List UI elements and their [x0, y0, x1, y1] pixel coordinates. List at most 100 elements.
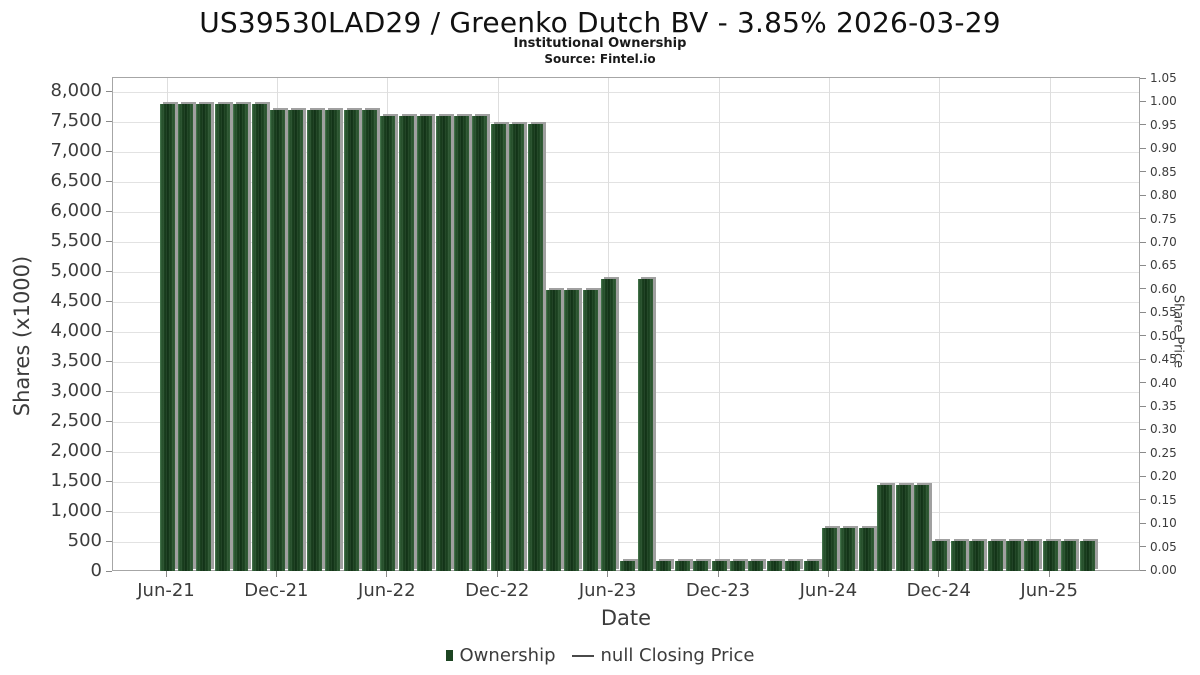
legend-item-closing-price[interactable]: null Closing Price — [571, 645, 754, 666]
x-axis-tick-label: Dec-22 — [465, 580, 530, 601]
ownership-bar[interactable] — [233, 104, 249, 571]
x-axis-tick-label: Dec-24 — [906, 580, 971, 601]
gridline-horizontal — [113, 541, 1139, 543]
ownership-bar[interactable] — [417, 116, 433, 571]
ownership-bar[interactable] — [803, 560, 819, 571]
ownership-bar[interactable] — [693, 560, 709, 571]
ownership-bar[interactable] — [729, 560, 745, 571]
ownership-bar[interactable] — [619, 560, 635, 571]
ownership-bar[interactable] — [877, 485, 893, 571]
ownership-bar[interactable] — [325, 110, 341, 571]
ownership-bar[interactable] — [969, 540, 985, 571]
ownership-bar[interactable] — [840, 528, 856, 571]
gridline-horizontal — [113, 181, 1139, 183]
chart-source-note: Source: Fintel.io — [544, 52, 656, 66]
ownership-bar[interactable] — [527, 124, 543, 571]
ownership-bar[interactable] — [177, 104, 193, 571]
ownership-bar[interactable] — [582, 290, 598, 571]
legend-ownership-label: Ownership — [459, 645, 556, 666]
ownership-bar[interactable] — [1079, 540, 1095, 571]
ownership-bar[interactable] — [251, 104, 267, 571]
left-axis-tick-label: 500 — [67, 530, 102, 551]
ownership-bar[interactable] — [564, 290, 580, 571]
left-axis-tickmark — [106, 90, 112, 92]
ownership-bar[interactable] — [453, 116, 469, 571]
ownership-bar[interactable] — [398, 116, 414, 571]
legend-item-ownership[interactable]: Ownership — [445, 645, 556, 666]
x-axis-title: Date — [600, 606, 652, 630]
ownership-bar[interactable] — [895, 485, 911, 571]
legend: Ownership null Closing Price — [0, 645, 1200, 666]
ownership-bar[interactable] — [1005, 540, 1021, 571]
ownership-bar[interactable] — [1061, 540, 1077, 571]
ownership-bar[interactable] — [490, 124, 506, 571]
x-axis-tick-label: Dec-23 — [685, 580, 751, 601]
gridline-horizontal — [113, 361, 1139, 363]
right-axis-tick-label: 0.75 — [1150, 211, 1177, 226]
right-axis-tick-label: 0.20 — [1150, 469, 1177, 484]
ownership-bar[interactable] — [748, 560, 764, 571]
right-axis-tick-label: 0.00 — [1150, 563, 1177, 577]
right-axis-tick-label: 0.45 — [1150, 352, 1177, 367]
left-axis-tickmark — [106, 150, 112, 152]
ownership-bar[interactable] — [545, 290, 561, 571]
x-axis-tickmark — [717, 571, 719, 577]
right-axis-tick-label: 0.85 — [1150, 164, 1177, 179]
right-axis-tick-label: 0.80 — [1150, 188, 1177, 203]
ownership-bar[interactable] — [674, 560, 690, 571]
ownership-bar[interactable] — [950, 540, 966, 571]
right-axis-tick-label: 0.90 — [1150, 141, 1177, 156]
left-axis-tick-label: 7,500 — [50, 110, 102, 131]
gridline-vertical — [1049, 78, 1051, 570]
left-axis-tick-label: 2,000 — [50, 440, 102, 461]
gridline-horizontal — [113, 391, 1139, 393]
ownership-bar[interactable] — [637, 278, 653, 571]
ownership-bar[interactable] — [269, 110, 285, 571]
ownership-bar[interactable] — [913, 485, 929, 571]
ownership-bar[interactable] — [711, 560, 727, 571]
ownership-bar[interactable] — [785, 560, 801, 571]
right-axis-tickmark — [1140, 335, 1146, 337]
x-axis-tick-label: Jun-21 — [137, 580, 195, 601]
gridline-horizontal — [113, 331, 1139, 333]
ownership-bar[interactable] — [196, 104, 212, 571]
left-axis-tickmark — [106, 420, 112, 422]
left-axis-tickmark — [106, 450, 112, 452]
x-axis-tick-label: Dec-21 — [244, 580, 309, 601]
ownership-bar[interactable] — [214, 104, 230, 571]
left-axis-tickmark — [106, 180, 112, 182]
left-axis-tickmark — [106, 480, 112, 482]
left-axis-tickmark — [106, 570, 112, 572]
right-axis-tickmark — [1140, 428, 1146, 430]
ownership-bar[interactable] — [288, 110, 304, 571]
bar-series-marker-icon — [445, 650, 453, 661]
right-axis-tick-label: 0.60 — [1150, 281, 1177, 296]
ownership-bar[interactable] — [766, 560, 782, 571]
ownership-bar[interactable] — [159, 104, 175, 571]
ownership-bar[interactable] — [1042, 540, 1058, 571]
ownership-bar[interactable] — [656, 560, 672, 571]
gridline-vertical — [828, 78, 830, 570]
x-axis-tickmark — [1048, 571, 1050, 577]
left-axis-tickmark — [106, 120, 112, 122]
ownership-bar[interactable] — [343, 110, 359, 571]
ownership-bar[interactable] — [932, 540, 948, 571]
ownership-bar[interactable] — [380, 116, 396, 571]
x-axis-tickmark — [938, 571, 940, 577]
ownership-bar[interactable] — [821, 528, 837, 571]
ownership-bar[interactable] — [1024, 540, 1040, 571]
ownership-bar[interactable] — [306, 110, 322, 571]
ownership-bar[interactable] — [601, 278, 617, 571]
right-axis-tickmark — [1140, 77, 1146, 79]
x-axis-tick-label: Jun-25 — [1020, 580, 1078, 601]
ownership-bar[interactable] — [509, 124, 525, 571]
ownership-bar[interactable] — [858, 528, 874, 571]
ownership-bar[interactable] — [435, 116, 451, 571]
left-axis-tick-label: 6,000 — [50, 200, 102, 221]
ownership-bar[interactable] — [472, 116, 488, 571]
right-axis-tickmark — [1140, 475, 1146, 477]
gridline-horizontal — [113, 451, 1139, 453]
left-axis-tickmark — [106, 390, 112, 392]
ownership-bar[interactable] — [987, 540, 1003, 571]
ownership-bar[interactable] — [361, 110, 377, 571]
